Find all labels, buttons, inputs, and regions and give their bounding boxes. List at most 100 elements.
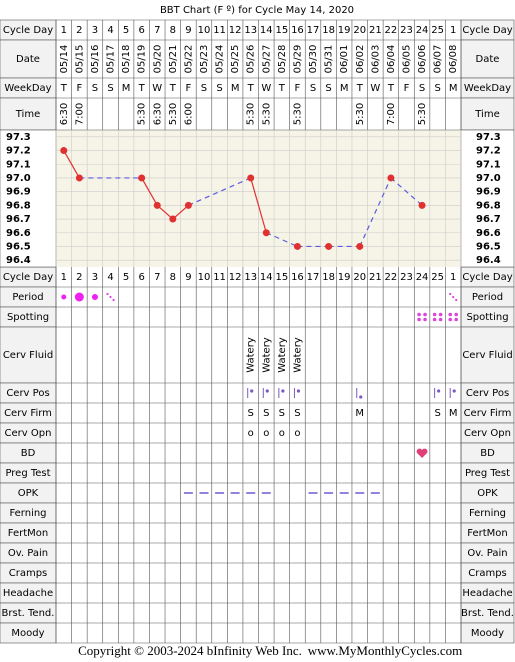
cell-text: o bbox=[294, 428, 300, 439]
spotting-icon bbox=[454, 317, 459, 322]
temp-point bbox=[247, 174, 255, 182]
weekday: T bbox=[356, 83, 364, 94]
spotting-icon bbox=[423, 312, 427, 317]
cycle-day: 1 bbox=[61, 25, 67, 36]
row-label: Cerv Fluid bbox=[3, 350, 53, 361]
date: 06/06 bbox=[417, 45, 428, 74]
temp-gap-line bbox=[188, 177, 251, 206]
time: 6:30 bbox=[152, 103, 163, 125]
cell-text: S bbox=[263, 408, 269, 419]
cycle-day: 12 bbox=[229, 25, 242, 36]
site-link[interactable]: www.MyMonthlyCycles.com bbox=[308, 643, 462, 658]
cerv-pos-icon bbox=[359, 395, 363, 399]
temp-label-cell bbox=[460, 129, 515, 268]
temp-point bbox=[138, 174, 146, 182]
temp-point bbox=[153, 201, 161, 209]
temp-point bbox=[75, 174, 83, 182]
cell-text: S bbox=[248, 408, 254, 419]
date: 05/23 bbox=[199, 45, 210, 74]
date: 05/17 bbox=[106, 45, 117, 74]
cycle-day: 4 bbox=[107, 25, 113, 36]
cell-text: S bbox=[279, 408, 285, 419]
cycle-day: 2 bbox=[76, 25, 82, 36]
row-label: Moody bbox=[11, 628, 44, 639]
time: 5:30 bbox=[137, 103, 148, 125]
spotting-icon bbox=[432, 317, 437, 322]
label-cell bbox=[460, 326, 515, 384]
cycle-day: 18 bbox=[322, 25, 335, 36]
weekday: F bbox=[404, 83, 410, 94]
weekday: T bbox=[387, 83, 395, 94]
temp-line bbox=[250, 177, 267, 233]
cycle-day: 3 bbox=[92, 272, 98, 283]
label-cell bbox=[0, 326, 57, 384]
label-cell bbox=[460, 39, 515, 79]
cycle-day: 2 bbox=[76, 272, 82, 283]
cycle-day: 5 bbox=[123, 272, 129, 283]
row-label: Cerv Pos bbox=[6, 388, 49, 399]
y-tick-label: 96.8 bbox=[6, 200, 31, 211]
spotting-icon bbox=[432, 312, 437, 317]
copyright: Copyright © 2003-2024 bInfinity Web Inc. bbox=[78, 643, 302, 658]
row-label: Preg Test bbox=[465, 468, 510, 479]
date: 06/02 bbox=[355, 45, 366, 74]
spotting-icon bbox=[448, 317, 453, 322]
y-tick-label: 96.8 bbox=[476, 200, 501, 211]
cycle-day: 16 bbox=[291, 25, 304, 36]
row-label: Cycle Day bbox=[462, 25, 512, 36]
row-label: Cycle Day bbox=[3, 272, 53, 283]
cycle-day: 24 bbox=[416, 25, 429, 36]
weekday: W bbox=[261, 83, 271, 94]
row-label: Cycle Day bbox=[462, 272, 512, 283]
cycle-day: 8 bbox=[170, 272, 176, 283]
cycle-day: 10 bbox=[198, 272, 211, 283]
temp-line bbox=[141, 177, 158, 206]
row-label: Headache bbox=[462, 588, 512, 599]
row-label: Cerv Opn bbox=[5, 428, 52, 439]
cycle-day: 20 bbox=[353, 272, 366, 283]
cell-text: M bbox=[449, 408, 458, 419]
date: 05/22 bbox=[183, 45, 194, 74]
row-label: Cramps bbox=[9, 568, 48, 579]
date: 05/30 bbox=[308, 45, 319, 74]
row-label: Period bbox=[472, 292, 503, 303]
temp-gap-line bbox=[359, 177, 392, 247]
row-label: FertMon bbox=[8, 528, 48, 539]
cycle-day: 22 bbox=[385, 272, 398, 283]
period-icon bbox=[74, 292, 84, 302]
cycle-day: 14 bbox=[260, 25, 273, 36]
cerv-pos-icon bbox=[437, 389, 441, 393]
temp-point bbox=[356, 242, 364, 250]
spotting-icon bbox=[417, 317, 421, 322]
row-label: Preg Test bbox=[5, 468, 50, 479]
date: 05/31 bbox=[324, 45, 335, 74]
row-label: BD bbox=[480, 448, 495, 459]
row-label: Cycle Day bbox=[3, 25, 53, 36]
weekday: S bbox=[92, 83, 98, 94]
y-tick-label: 97.0 bbox=[6, 173, 31, 184]
cell-text: o bbox=[279, 428, 285, 439]
cycle-day: 17 bbox=[307, 25, 320, 36]
weekday: F bbox=[295, 83, 301, 94]
weekday: S bbox=[216, 83, 222, 94]
cycle-day: 8 bbox=[170, 25, 176, 36]
time: 6:00 bbox=[183, 103, 194, 125]
y-tick-label: 97.3 bbox=[476, 132, 501, 143]
time: 5:30 bbox=[355, 103, 366, 125]
date: 05/29 bbox=[292, 45, 303, 74]
weekday: T bbox=[278, 83, 286, 94]
row-label: Date bbox=[16, 54, 40, 65]
temp-line bbox=[63, 150, 80, 179]
weekday: M bbox=[122, 83, 131, 94]
row-label: Cerv Firm bbox=[464, 408, 512, 419]
row-label: Cerv Opn bbox=[464, 428, 511, 439]
temp-gap-line bbox=[266, 232, 298, 247]
row-label: Ov. Pain bbox=[8, 548, 48, 559]
cycle-day: 16 bbox=[291, 272, 304, 283]
cell-text: S bbox=[294, 408, 300, 419]
row-label: Cerv Fluid bbox=[462, 350, 512, 361]
spotting-icon bbox=[448, 312, 453, 317]
row-label: Time bbox=[474, 109, 499, 120]
temp-label-cell bbox=[0, 129, 57, 268]
